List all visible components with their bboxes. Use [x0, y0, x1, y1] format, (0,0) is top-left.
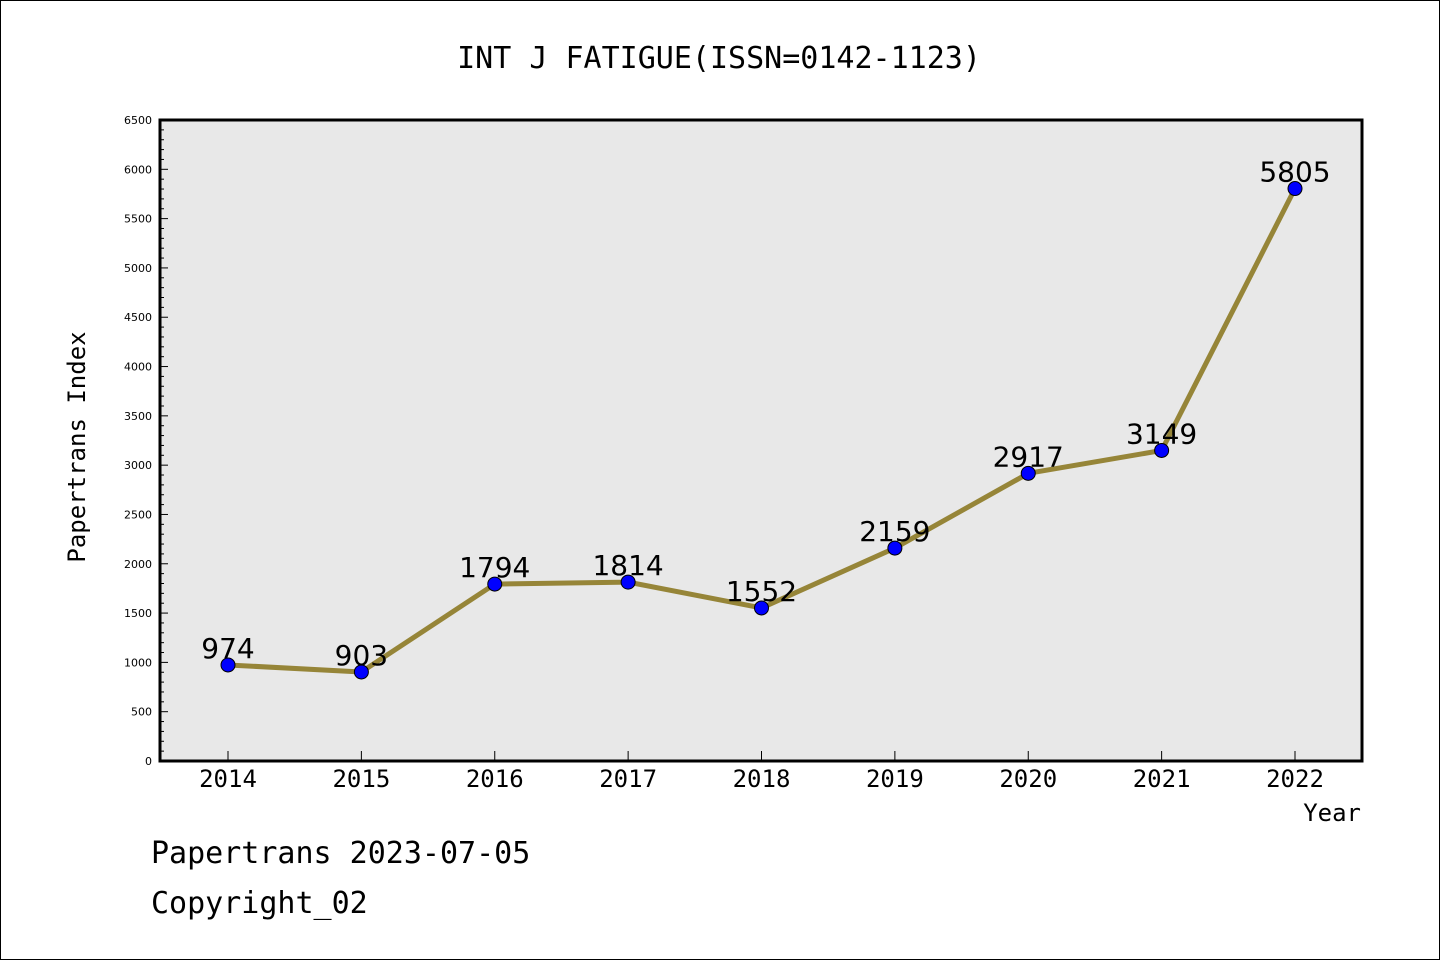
y-tick-label: 2500 — [124, 508, 152, 521]
data-label: 974 — [201, 632, 254, 665]
x-tick-label: 2014 — [199, 765, 257, 793]
y-tick-label: 4000 — [124, 361, 152, 374]
data-label: 3149 — [1126, 417, 1197, 450]
x-axis-label: Year — [1303, 799, 1361, 827]
x-tick-label: 2019 — [866, 765, 924, 793]
x-tick-label: 2021 — [1133, 765, 1191, 793]
data-label: 1552 — [726, 575, 797, 608]
y-tick-label: 3000 — [124, 459, 152, 472]
x-tick-label: 2020 — [999, 765, 1057, 793]
y-axis: 0 500 1000 1500 2000 2500 3000 3500 4000 4500 5000… — [124, 114, 168, 768]
x-axis: 2014 2015 2016 2017 2018 2019 2020 2021 2022 — [199, 751, 1324, 793]
data-point — [1154, 442, 1170, 458]
y-tick-label: 2000 — [124, 558, 152, 571]
x-tick-label: 2022 — [1266, 765, 1324, 793]
x-tick-label: 2017 — [599, 765, 657, 793]
data-point — [220, 657, 236, 673]
data-label: 2159 — [859, 515, 930, 548]
footer-copyright: Copyright_02 — [151, 886, 368, 921]
x-tick-label: 2018 — [733, 765, 791, 793]
y-tick-label: 5000 — [124, 262, 152, 275]
chart-title: INT J FATIGUE(ISSN=0142-1123) — [457, 41, 981, 76]
data-label: 1814 — [592, 549, 663, 582]
data-label: 1794 — [459, 551, 530, 584]
y-tick-label: 0 — [145, 755, 152, 768]
x-tick-label: 2016 — [466, 765, 524, 793]
data-point — [353, 664, 369, 680]
y-tick-label: 500 — [131, 706, 152, 719]
y-tick-label: 4500 — [124, 311, 152, 324]
data-point — [487, 576, 503, 592]
y-tick-label: 6000 — [124, 163, 152, 176]
plot-area — [158, 118, 1364, 763]
data-label: 903 — [335, 639, 388, 672]
y-tick-label: 3500 — [124, 410, 152, 423]
data-series: 974 903 1794 1814 1552 2159 2917 3149 5805 — [201, 156, 1331, 680]
data-point — [620, 574, 636, 590]
data-point — [754, 600, 769, 616]
y-tick-label: 6500 — [124, 114, 152, 127]
data-point — [1287, 181, 1303, 197]
data-label: 2917 — [993, 440, 1064, 473]
y-tick-label: 1000 — [124, 656, 152, 669]
x-tick-label: 2015 — [332, 765, 390, 793]
y-tick-label: 5500 — [124, 213, 152, 226]
y-tick-label: 1500 — [124, 607, 152, 620]
data-point — [1020, 465, 1036, 481]
y-axis-label: Papertrans Index — [63, 331, 91, 562]
data-label: 5805 — [1259, 156, 1330, 189]
footer-date: Papertrans 2023-07-05 — [151, 836, 531, 871]
data-point — [887, 540, 903, 556]
